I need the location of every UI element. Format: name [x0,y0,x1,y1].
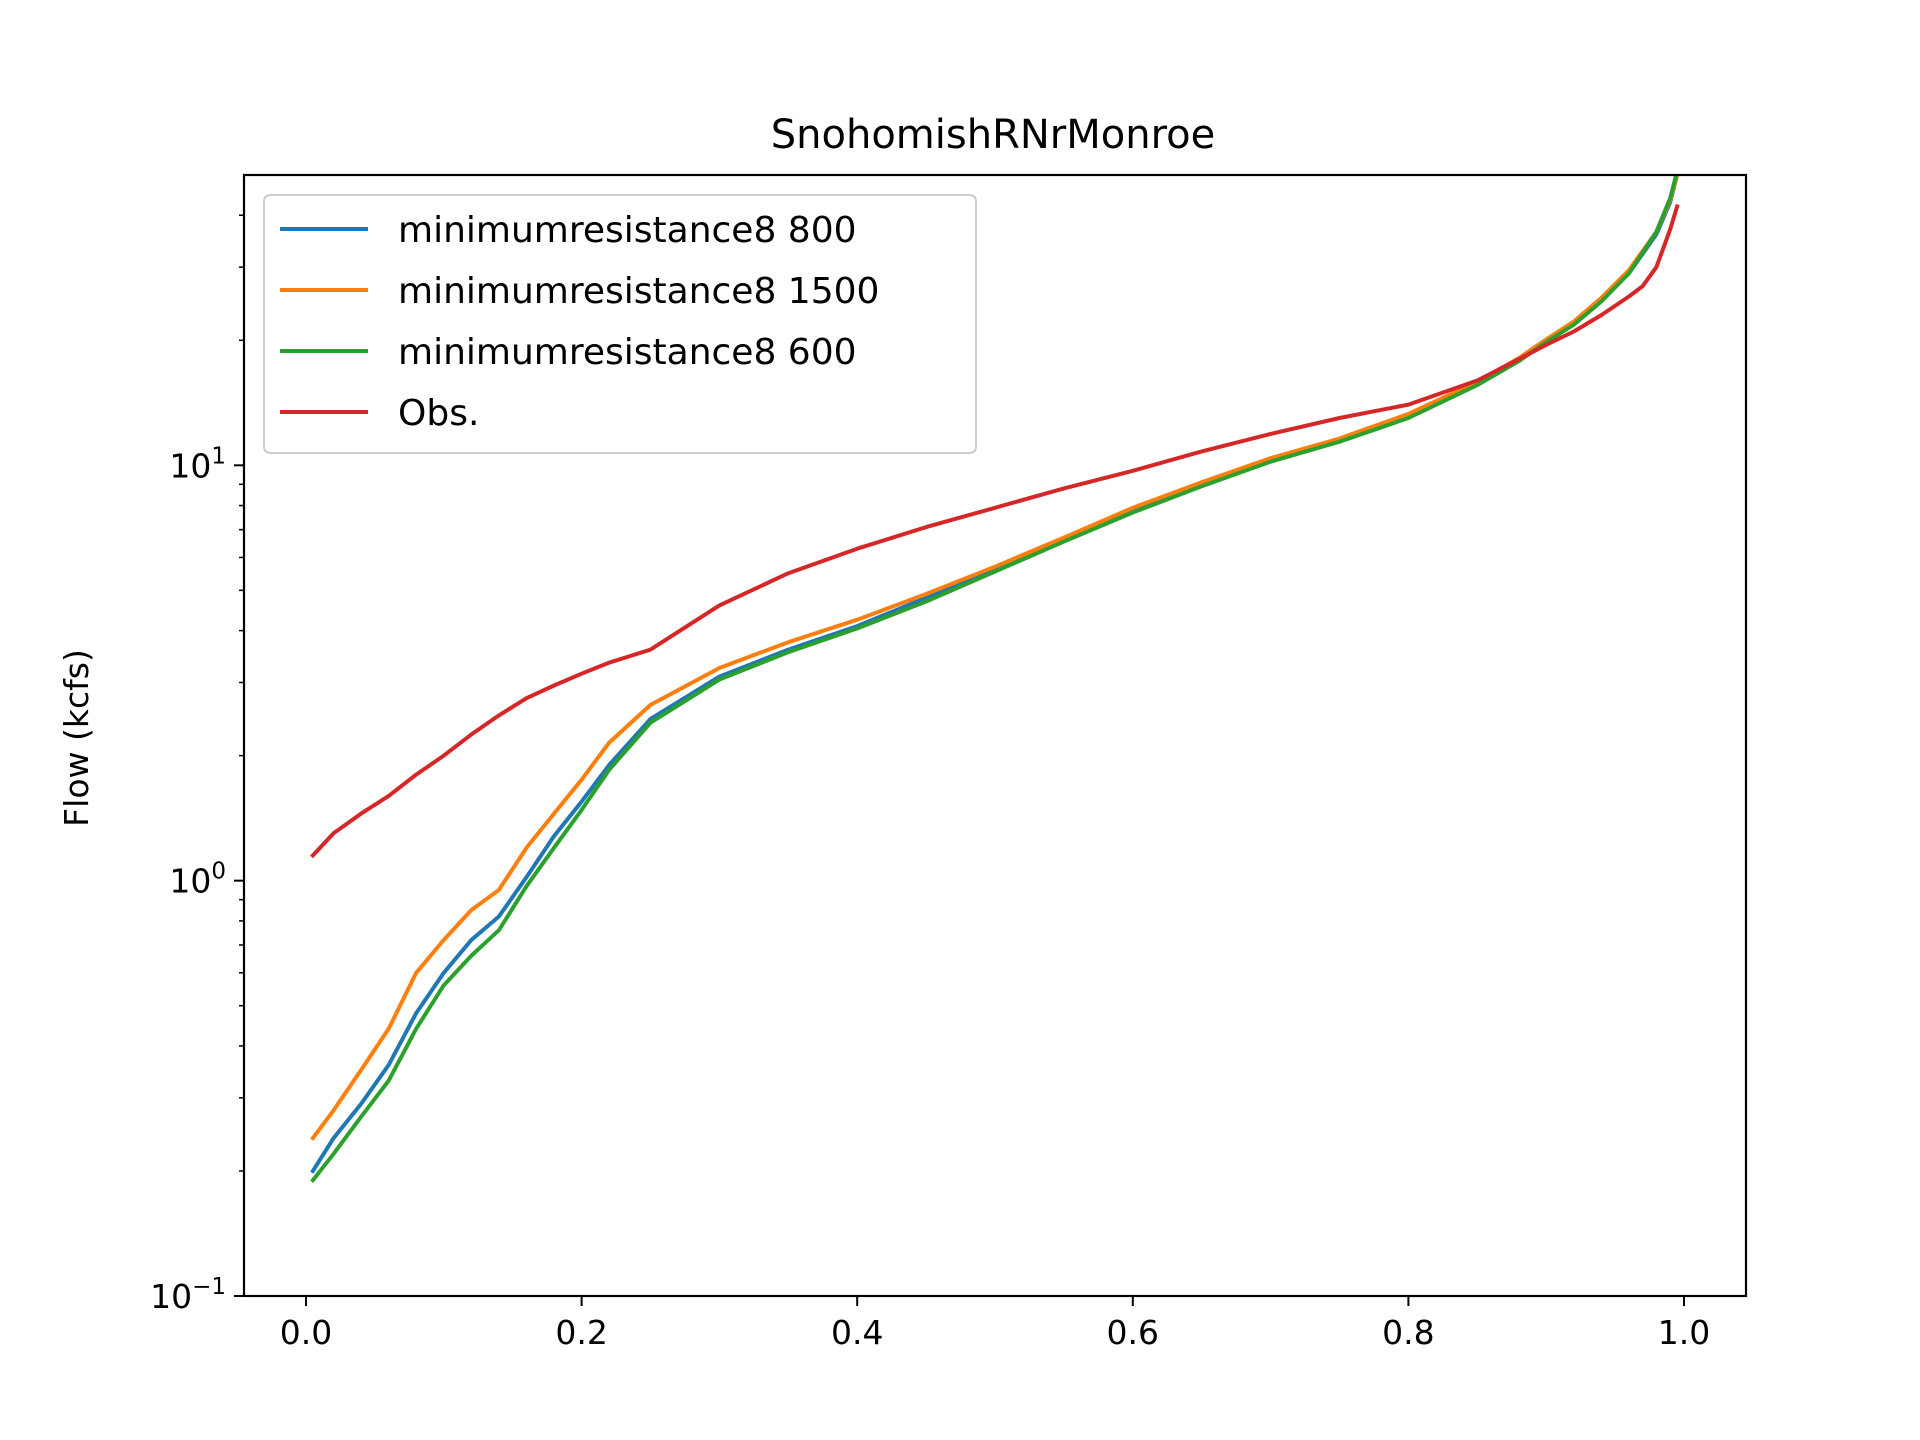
x-tick-label: 0.0 [280,1313,332,1352]
x-tick-label: 0.2 [555,1313,607,1352]
y-tick-label: 101 [169,443,226,485]
x-tick-label: 0.8 [1382,1313,1434,1352]
legend-label-2: minimumresistance8 600 [398,332,857,373]
legend-label-0: minimumresistance8 800 [398,210,857,251]
y-axis-label: Flow (kcfs) [57,649,96,827]
series-layer [310,175,1680,1184]
series-line-1 [310,175,1680,1141]
axes-frame [242,173,1748,1298]
legend: minimumresistance8 800 minimumresistance8… [263,194,977,454]
y-tick-label: 100 [169,859,226,901]
series-line-2 [310,175,1679,1184]
plot-area [242,173,1748,1298]
y-tick-label: 10−1 [150,1274,226,1316]
x-tick-label: 0.4 [831,1313,883,1352]
legend-label-1: minimumresistance8 1500 [398,271,879,312]
legend-label-3: Obs. [398,393,479,434]
legend-box [263,194,977,454]
x-axis: 0.0 0.2 0.4 0.6 0.8 1.0 [280,1296,1710,1352]
series-line-3 [310,204,1680,859]
chart-title: SnohomishRNrMonroe [771,112,1215,158]
y-axis: 10−1 100 101 [150,214,244,1316]
x-tick-label: 1.0 [1658,1313,1710,1352]
x-tick-label: 0.6 [1107,1313,1159,1352]
